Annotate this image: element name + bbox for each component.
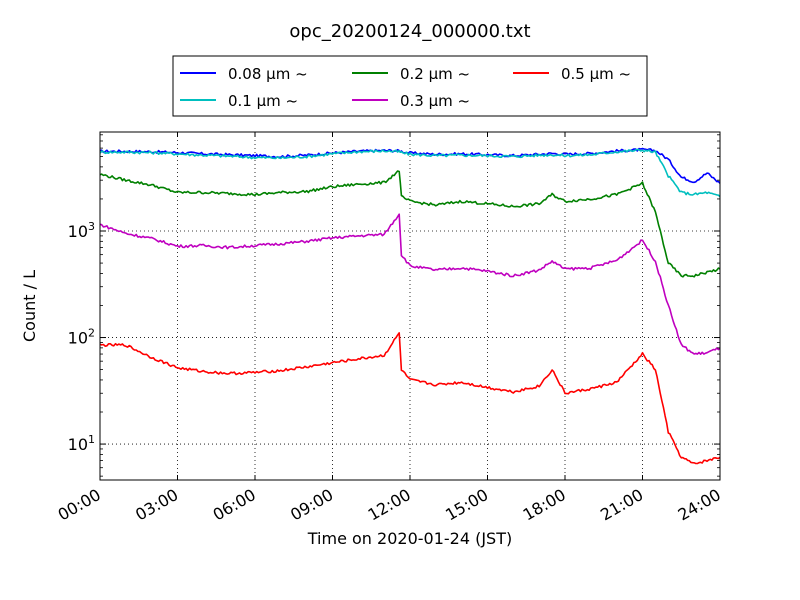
x-tick-label: 03:00 (132, 485, 181, 525)
legend-label: 0.1 µm ~ (228, 92, 298, 110)
y-tick-label: 102 (68, 327, 95, 348)
series-line (99, 170, 721, 278)
legend: 0.08 µm ~ 0.1 µm ~ 0.2 µm ~ 0.3 µm ~ 0.5 µm … (172, 55, 648, 117)
x-tick-label: 09:00 (287, 485, 336, 525)
chart-title: opc_20200124_000000.txt (289, 21, 530, 42)
grid-lines (100, 132, 720, 480)
x-tick-label: 21:00 (597, 485, 646, 525)
legend-label: 0.5 µm ~ (561, 65, 631, 83)
series-line (99, 147, 721, 184)
x-tick-label: 12:00 (365, 485, 414, 525)
y-axis-label: Count / L (20, 270, 39, 342)
legend-label: 0.3 µm ~ (400, 92, 470, 110)
series-line (99, 148, 721, 198)
y-tick-label: 101 (68, 433, 95, 454)
series-layer (99, 147, 721, 465)
x-axis-label: Time on 2020-01-24 (JST) (307, 529, 512, 548)
x-tick-label: 06:00 (210, 485, 259, 525)
x-tick-label: 18:00 (520, 485, 569, 525)
legend-box (172, 55, 648, 117)
series-line (99, 213, 721, 356)
x-tick-label: 24:00 (675, 485, 724, 525)
y-tick-label: 103 (68, 220, 95, 241)
x-tick-label: 15:00 (442, 485, 491, 525)
legend-label: 0.08 µm ~ (228, 65, 308, 83)
x-tick-label: 00:00 (55, 485, 104, 525)
legend-label: 0.2 µm ~ (400, 65, 470, 83)
series-line (99, 332, 721, 465)
